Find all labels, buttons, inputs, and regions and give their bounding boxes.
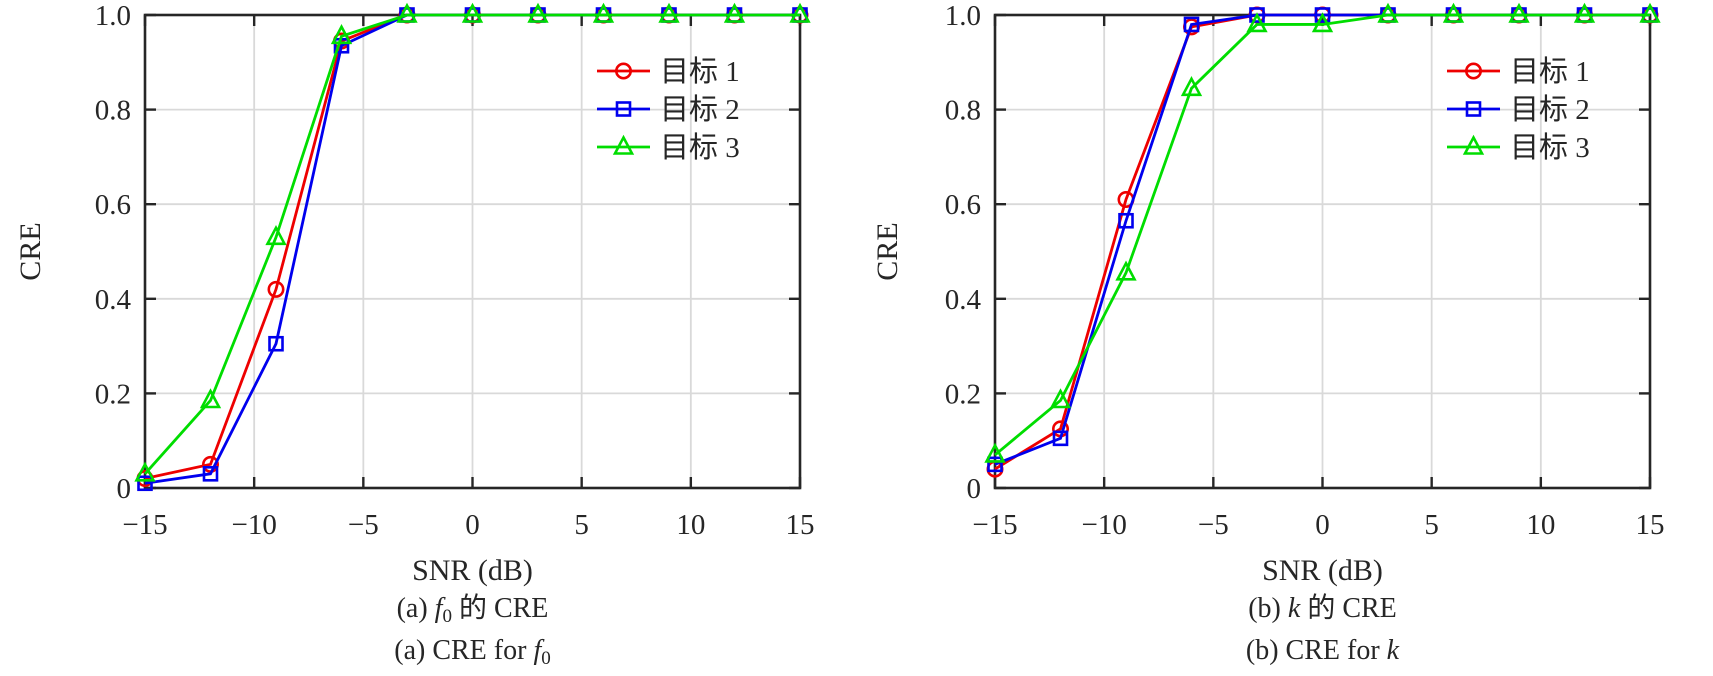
series-2-square-marker — [1249, 7, 1265, 23]
x-tick-label: −15 — [122, 509, 167, 541]
y-tick-label: 0.2 — [95, 378, 131, 410]
x-tick-label: −10 — [231, 509, 276, 541]
series-3-triangle-marker — [1573, 2, 1596, 23]
caption-b: (b) k 的 CRE (b) CRE for k — [995, 592, 1650, 676]
y-tick-label: 0.8 — [945, 95, 981, 127]
series-3-triangle-marker — [396, 2, 418, 23]
x-axis-label: SNR (dB) — [412, 554, 533, 587]
y-tick-label: 0.4 — [95, 284, 132, 316]
series-2-square-marker — [1183, 16, 1200, 33]
x-tick-label: 15 — [1636, 509, 1665, 541]
legend-circle-marker — [614, 62, 632, 80]
caption-a-line2: (a) CRE for f0 — [394, 634, 551, 669]
x-tick-label: −10 — [1081, 509, 1126, 541]
series-2-square-marker — [1314, 7, 1331, 23]
legend-triangle-marker — [1462, 134, 1485, 155]
series-3-triangle-marker — [1311, 12, 1334, 33]
y-tick-label: 0.4 — [945, 284, 982, 316]
x-tick-label: −5 — [1198, 509, 1229, 541]
y-tick-label: 1.0 — [945, 0, 981, 32]
series-2-square-marker — [1052, 430, 1069, 447]
series-3-triangle-marker — [1180, 76, 1203, 97]
y-axis-label: CRE — [871, 222, 904, 280]
series-3-triangle-marker — [658, 2, 680, 23]
series-3-triangle-marker — [527, 2, 549, 23]
series-3-triangle-marker — [592, 2, 615, 23]
series-3-triangle-marker — [1508, 2, 1530, 23]
x-tick-label: −15 — [972, 509, 1017, 541]
series-2-square-marker — [268, 335, 284, 352]
legend-label-series-1: 目标 1 — [1510, 55, 1590, 88]
series-3-triangle-marker — [1246, 12, 1268, 33]
series-3-triangle-marker — [1115, 260, 1137, 281]
legend-label-series-2: 目标 2 — [660, 93, 740, 126]
series-3-triangle-marker — [199, 388, 222, 409]
legend-label-series-1: 目标 1 — [660, 55, 740, 88]
x-tick-label: 10 — [676, 509, 705, 541]
x-tick-label: 0 — [465, 509, 480, 541]
series-3-line — [143, 13, 800, 475]
legend-triangle-marker — [612, 134, 635, 155]
series-2-square-marker — [1118, 212, 1134, 229]
y-tick-label: 0 — [967, 473, 982, 505]
x-tick-label: 5 — [1424, 509, 1439, 541]
series-3-triangle-marker — [330, 24, 353, 45]
y-tick-label: 0.6 — [95, 189, 131, 221]
series-3-triangle-marker — [789, 2, 811, 23]
legend-label-series-3: 目标 3 — [660, 131, 740, 164]
x-tick-label: 15 — [786, 509, 815, 541]
caption-b-line2: (b) CRE for k — [1245, 634, 1400, 666]
series-3-triangle-marker — [1049, 388, 1072, 409]
x-tick-label: 0 — [1315, 509, 1330, 541]
series-3-triangle-marker — [984, 442, 1006, 463]
x-tick-label: −5 — [348, 509, 379, 541]
series-3-triangle-marker — [265, 225, 287, 246]
y-tick-label: 0.8 — [95, 95, 131, 127]
series-2-square-marker — [137, 475, 153, 492]
series-3-line — [994, 13, 1650, 456]
chart-a: −15 −10 −5 0 5 10 15 0 0.2 0.4 0.6 0.8 1.0 SNR (dB) CR… — [14, 0, 815, 587]
y-tick-label: 0 — [117, 473, 132, 505]
series-1-circle-marker — [267, 280, 285, 298]
y-axis-label: CRE — [14, 222, 47, 280]
legend-square-marker — [615, 101, 632, 117]
legend-label-series-2: 目标 2 — [1510, 93, 1590, 126]
y-tick-label: 0.2 — [945, 378, 981, 410]
figure-a: −15 −10 −5 0 5 10 15 0 0.2 0.4 0.6 0.8 1.0 SNR (dB) CR… — [0, 0, 856, 670]
series-3-triangle-marker — [1442, 2, 1465, 23]
chart-b: −15 −10 −5 0 5 10 15 0 0.2 0.4 0.6 0.8 1.0 SNR (dB) CR… — [871, 0, 1665, 587]
caption-a: (a) f0 的 CRE (a) CRE for f0 — [145, 592, 800, 676]
legend-label-series-3: 目标 3 — [1510, 131, 1590, 164]
series-3-triangle-marker — [1639, 2, 1661, 23]
series-3-triangle-marker — [723, 2, 746, 23]
series-3-triangle-marker — [461, 2, 484, 23]
y-tick-label: 0.6 — [945, 189, 981, 221]
caption-a-line1: (a) f0 的 CRE — [396, 593, 549, 627]
legend-circle-marker — [1464, 62, 1482, 80]
x-tick-label: 5 — [574, 509, 589, 541]
series-3-triangle-marker — [134, 461, 156, 482]
x-axis-label: SNR (dB) — [1262, 554, 1383, 587]
series-2-square-marker — [987, 456, 1003, 473]
y-tick-label: 1.0 — [95, 0, 131, 32]
figure-b: −15 −10 −5 0 5 10 15 0 0.2 0.4 0.6 0.8 1.0 SNR (dB) CR… — [857, 0, 1713, 670]
legend-square-marker — [1465, 101, 1482, 117]
x-tick-label: 10 — [1526, 509, 1555, 541]
series-3-triangle-marker — [1377, 2, 1399, 23]
series-2-square-marker — [202, 466, 219, 482]
caption-b-line1: (b) k 的 CRE — [1248, 593, 1397, 624]
